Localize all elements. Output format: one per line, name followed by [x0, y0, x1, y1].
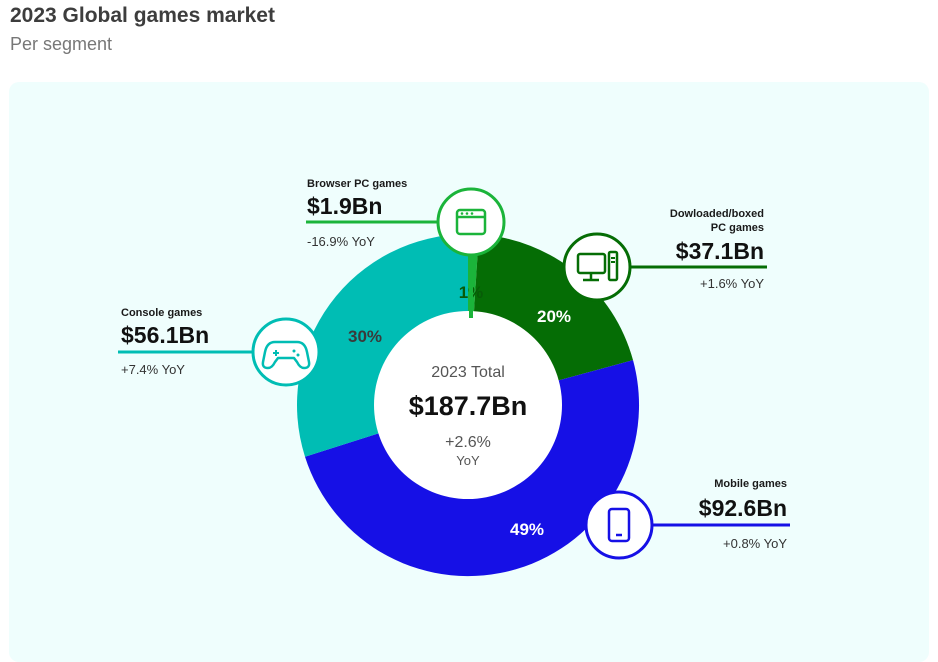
- pct-label-mobile: 49%: [510, 520, 544, 539]
- gamepad-icon: [261, 340, 311, 370]
- console-icon-badge: [251, 317, 321, 387]
- center-total-value: $187.7Bn: [409, 391, 528, 421]
- annotation-browser: Browser PC games $1.9Bn -16.9% YoY: [306, 178, 506, 318]
- mobile-icon-badge: [584, 490, 654, 560]
- donut-hole: [374, 311, 562, 499]
- browser-segment-name: Browser PC games: [307, 178, 407, 190]
- download-segment-name-line1: Dowloaded/boxed: [670, 208, 764, 220]
- console-segment-name: Console games: [121, 307, 202, 319]
- chart-subtitle: Per segment: [10, 34, 113, 54]
- smartphone-icon: [607, 507, 631, 543]
- console-segment-yoy: +7.4% YoY: [121, 362, 185, 377]
- chart-title: 2023 Global games market: [10, 4, 275, 27]
- browser-segment-yoy: -16.9% YoY: [307, 234, 375, 249]
- pct-label-console: 30%: [348, 327, 382, 346]
- browser-window-icon: [455, 208, 487, 236]
- mobile-segment-yoy: +0.8% YoY: [723, 536, 787, 551]
- download-segment-yoy: +1.6% YoY: [700, 276, 764, 291]
- desktop-computer-icon: [576, 250, 619, 282]
- center-total-label: 2023 Total: [431, 364, 505, 381]
- console-segment-value: $56.1Bn: [121, 322, 209, 348]
- center-yoy-value: +2.6%: [445, 434, 491, 451]
- annotation-download: Dowloaded/boxed PC games $37.1Bn +1.6% Y…: [562, 208, 767, 302]
- mobile-segment-name: Mobile games: [714, 478, 787, 490]
- browser-segment-value: $1.9Bn: [307, 193, 382, 219]
- pct-label-download: 20%: [537, 307, 571, 326]
- annotation-mobile: Mobile games $92.6Bn +0.8% YoY: [584, 478, 790, 560]
- download-icon-badge: [562, 232, 632, 302]
- annotation-console: Console games $56.1Bn +7.4% YoY: [118, 307, 321, 387]
- download-segment-value: $37.1Bn: [676, 238, 764, 264]
- download-segment-name-line2: PC games: [711, 222, 764, 234]
- mobile-segment-value: $92.6Bn: [699, 495, 787, 521]
- center-yoy-suffix: YoY: [456, 453, 480, 468]
- browser-icon-badge: [436, 187, 506, 257]
